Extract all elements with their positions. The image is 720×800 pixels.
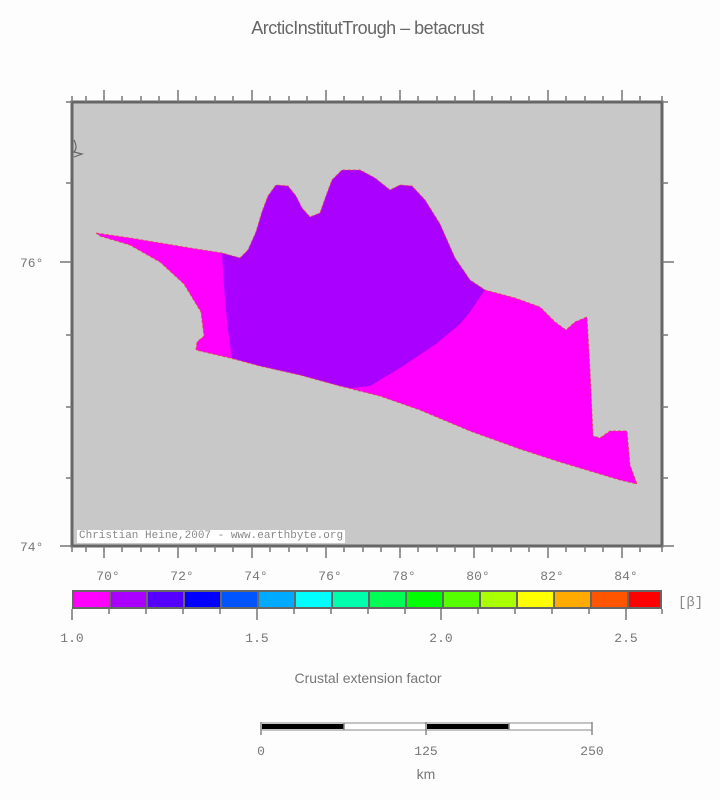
coastline-fragment [72, 139, 85, 158]
scale-label: 125 [414, 744, 437, 759]
colorbar-swatch [333, 592, 368, 607]
colorbar-swatch [592, 592, 627, 607]
x-axis-labels: 70° 72° 74° 76° 78° 80° 82° 84° [96, 569, 637, 584]
colorbar-swatch [74, 592, 109, 607]
colorbar-swatch [148, 592, 183, 607]
x-label-82: 82° [540, 569, 563, 584]
x-label-84: 84° [614, 569, 637, 584]
colorbar-swatch [481, 592, 516, 607]
x-label-80: 80° [466, 569, 489, 584]
scale-label: 0 [257, 744, 265, 759]
colorbar-title: Crustal extension factor [294, 670, 441, 686]
right-axis-ticks [662, 182, 674, 479]
y-label-76: 76° [20, 256, 43, 271]
x-label-76: 76° [318, 569, 341, 584]
x-label-74: 74° [244, 569, 267, 584]
coastline-outline [95, 169, 638, 485]
colorbar-swatch [111, 592, 146, 607]
y-axis-labels: 76° 74° [20, 256, 43, 555]
map-frame [70, 100, 664, 548]
scale-bar-labels: 0 125 250 [257, 744, 604, 759]
region-beta-1-1 [222, 170, 485, 388]
colorbar-swatch [518, 592, 553, 607]
colorbar-swatch [259, 592, 294, 607]
scale-bar-unit: km [417, 766, 436, 782]
y-label-74: 74° [20, 540, 43, 555]
colorbar-tick-labels: 1.0 1.5 2.0 2.5 [60, 631, 637, 646]
colorbar-swatch [222, 592, 257, 607]
colorbar-swatch [407, 592, 442, 607]
colorbar-unit: [β] [678, 595, 703, 611]
x-label-70: 70° [96, 569, 119, 584]
colorbar-swatch [444, 592, 479, 607]
credit-label: Christian Heine,2007 - www.earthbyte.org [77, 530, 346, 543]
scale-bar [260, 722, 593, 735]
colorbar-swatch [629, 592, 660, 607]
colorbar-swatch [296, 592, 331, 607]
top-axis-ticks [66, 90, 668, 103]
colorbar-label: 1.0 [60, 631, 83, 646]
x-label-72: 72° [170, 569, 193, 584]
colorbar-swatch [555, 592, 590, 607]
colorbar [71, 590, 663, 620]
colorbar-label: 2.5 [614, 631, 637, 646]
chart-title: ArcticInstitutTrough – betacrust [251, 18, 484, 38]
colorbar-label: 1.5 [245, 631, 268, 646]
x-label-78: 78° [392, 569, 415, 584]
scale-label: 250 [580, 744, 603, 759]
bottom-axis-ticks [60, 545, 674, 558]
colorbar-swatch [185, 592, 220, 607]
left-axis-ticks [60, 182, 72, 479]
colorbar-label: 2.0 [429, 631, 452, 646]
colorbar-swatch [370, 592, 405, 607]
